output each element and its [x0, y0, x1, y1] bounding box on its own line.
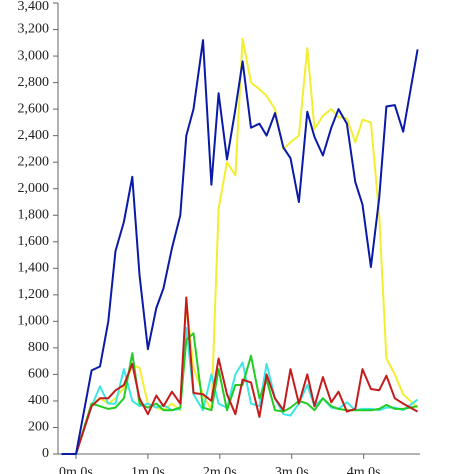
y-tick-label: 600: [28, 367, 49, 382]
x-tick-label: 3m 0s: [275, 465, 309, 474]
y-tick-label: 2,200: [18, 154, 50, 169]
y-tick-label: 0: [42, 446, 49, 461]
y-tick-label: 1,400: [18, 261, 50, 276]
x-tick-label: 2m 0s: [203, 465, 237, 474]
y-tick-label: 2,600: [18, 101, 50, 116]
y-tick-label: 2,800: [18, 75, 50, 90]
x-tick-label: 4m 0s: [347, 465, 381, 474]
x-tick-label: 0m 0s: [59, 465, 93, 474]
y-tick-label: 1,800: [18, 207, 50, 222]
y-tick-label: 1,000: [18, 314, 50, 329]
x-tick-label: 1m 0s: [131, 465, 165, 474]
y-tick-label: 400: [28, 393, 49, 408]
y-tick-label: 1,200: [18, 287, 50, 302]
y-tick-label: 1,600: [18, 234, 50, 249]
y-tick-label: 3,000: [18, 48, 50, 63]
y-tick-label: 3,200: [18, 22, 50, 37]
series-line: [61, 296, 419, 455]
series-line: [61, 332, 418, 455]
y-tick-label: 2,000: [18, 181, 50, 196]
series-line: [61, 39, 419, 455]
y-tick-label: 200: [28, 420, 49, 435]
y-tick-label: 2,400: [18, 128, 50, 143]
y-tick-label: 800: [28, 340, 49, 355]
y-tick-label: 3,400: [18, 0, 50, 14]
